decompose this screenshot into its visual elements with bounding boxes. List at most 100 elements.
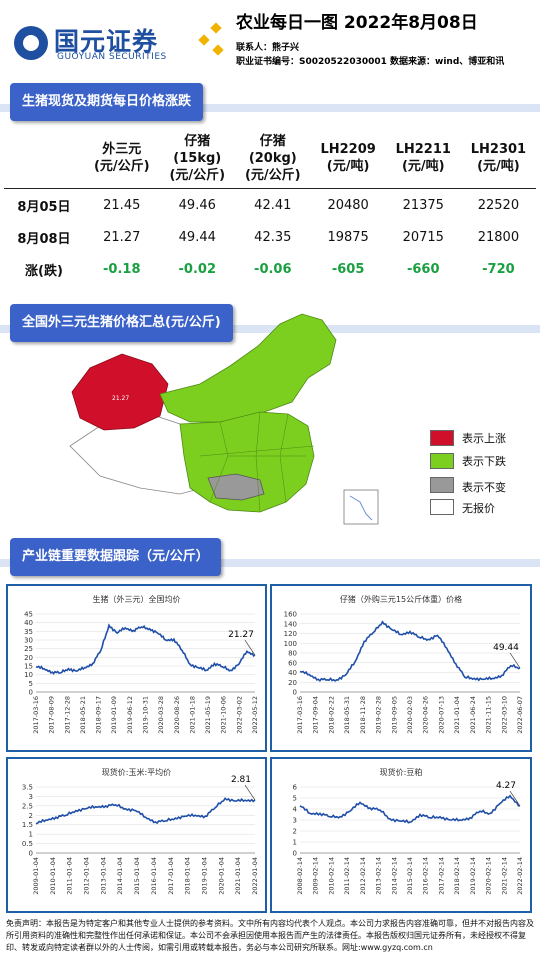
x-tick-label: 2019-06-12 (126, 696, 134, 734)
chart-corn-price: 现货价:玉米:平均价 0 0.51 1.52 2.533.5 2009-01-04 2010… (22, 767, 259, 895)
x-tick-label: 2020-08-26 (173, 696, 181, 734)
series-line (35, 623, 256, 675)
section-rule (0, 559, 540, 567)
change-cell: -0.06 (254, 261, 292, 277)
y-tick-label: 3.5 (22, 784, 33, 792)
section-rule (0, 104, 540, 112)
x-tick-label: 2021-02-14 (500, 857, 508, 895)
y-tick-label: 120 (284, 630, 297, 638)
col-header: LH2211 (元/吨) (385, 128, 461, 189)
chart-panel-piglet-price: 仔猪（外购三元15公斤体重）价格 0 20 40 60 80 100 120 140 160 201… (270, 584, 532, 752)
x-tick-label: 2021-06-24 (469, 696, 477, 734)
x-tick-label: 2017-03-16 (32, 696, 40, 734)
y-tick-label: 0 (29, 850, 33, 858)
col-header: 外三元 (元/公斤) (84, 128, 160, 189)
x-tick-label: 2009-02-14 (312, 857, 320, 895)
col-header: LH2209 (元/吨) (310, 128, 386, 189)
y-tick-label: 40 (288, 669, 297, 677)
x-tick-label: 2022-03-02 (235, 696, 243, 734)
map-inset-box (343, 489, 379, 525)
col-header: 仔猪 (20kg) (元/公斤) (235, 128, 311, 189)
x-tick-label: 2018-02-14 (453, 857, 461, 895)
logo-chinese: 国元证券 (54, 27, 159, 56)
x-tick-label: 2020-03-28 (157, 696, 165, 734)
col-header: LH2301 (元/吨) (460, 128, 536, 189)
y-tick-label: 1 (293, 839, 297, 847)
table-cell: 42.35 (254, 229, 292, 245)
change-cell: -605 (331, 261, 365, 277)
x-tick-label: 2021-11-15 (485, 696, 493, 734)
annotation-pointer (244, 639, 256, 656)
x-tick-label: 2018-11-28 (359, 696, 367, 734)
x-tick-label: 2017-03-16 (296, 696, 304, 734)
change-cell: -720 (482, 261, 515, 277)
annotation-label: 4.27 (496, 781, 516, 791)
legend-label-rise: 表示上涨 (462, 432, 506, 445)
row-label: 涨(跌) (25, 263, 63, 279)
x-tick-label: 2009-01-04 (32, 857, 40, 895)
x-tick-label: 2019-01-04 (200, 857, 208, 895)
x-tick-label: 2018-02-22 (327, 696, 335, 734)
table-cell: 21800 (477, 229, 520, 245)
table-cell: 20715 (402, 229, 444, 245)
x-tick-label: 2018-05-31 (343, 696, 351, 734)
section-rule (0, 325, 540, 333)
row-label: 8月08日 (17, 231, 71, 247)
col-header: 仔猪 (15kg) (元/公斤) (159, 128, 236, 189)
x-tick-label: 2019-09-05 (390, 696, 398, 734)
y-tick-label: 4 (293, 806, 298, 814)
x-tick-label: 2020-01-04 (217, 857, 225, 895)
y-tick-label: 60 (288, 659, 297, 667)
y-tick-label: 100 (284, 640, 297, 648)
annotation-pointer (509, 790, 521, 807)
x-tick-label: 2019-02-14 (469, 857, 477, 895)
x-tick-label: 2015-01-04 (133, 857, 141, 895)
logo-icon (14, 26, 48, 60)
y-tick-label: 10 (24, 671, 33, 679)
table-row: 涨(跌) -0.18 -0.02 -0.06 -605 -660 -720 (4, 253, 536, 285)
y-tick-label: 5 (293, 795, 297, 803)
x-tick-label: 2010-01-04 (49, 857, 57, 895)
annotation-pointer (244, 784, 256, 801)
legend-swatch-no-quote (430, 499, 454, 515)
y-tick-label: 1 (29, 831, 33, 839)
x-tick-label: 2017-09-04 (312, 696, 320, 734)
chart-panel-hog-price: 生猪（外三元）全国均价 0 5 10 15 20 25 30 35 40 45 2017-03-16 2… (6, 584, 267, 752)
x-tick-label: 2017-02-14 (437, 857, 445, 895)
x-tick-label: 2022-01-04 (251, 857, 259, 895)
legend-label-no-quote: 无报价 (462, 502, 495, 515)
x-tick-label: 2017-08-09 (48, 696, 56, 734)
contact-line: 联系人：熊子兴 (236, 43, 300, 53)
legend-swatch-unchanged (430, 477, 454, 493)
y-tick-label: 20 (24, 654, 33, 662)
y-tick-label: 2 (29, 812, 33, 820)
footer-disclaimer: 免责声明：本报告是为特定客户和其他专业人士提供的参考资料。文中所有内容均代表个人… (6, 919, 534, 952)
table-cell: 19875 (327, 229, 369, 245)
y-tick-label: 20 (288, 679, 297, 687)
y-tick-label: 45 (24, 611, 33, 619)
x-tick-label: 2012-02-14 (359, 857, 367, 895)
chart-title: 现货价:玉米:平均价 (102, 767, 171, 777)
y-tick-label: 0.5 (22, 840, 33, 848)
change-cell: -0.02 (178, 261, 217, 277)
section1-title: 生猪现货及期货每日价格涨跌 (10, 83, 204, 121)
decor-diamond-icon (212, 44, 224, 56)
x-tick-label: 2011-02-14 (343, 857, 351, 895)
x-tick-label: 2011-01-04 (66, 857, 74, 895)
y-tick-label: 1.5 (22, 821, 33, 829)
x-tick-label: 2013-02-14 (375, 857, 383, 895)
y-tick-label: 80 (288, 650, 297, 658)
page-title: 农业每日一图 2022年8月08日 (236, 13, 478, 33)
table-cell: 21.27 (103, 229, 141, 245)
y-tick-label: 3 (293, 817, 297, 825)
change-cell: -660 (406, 261, 440, 277)
x-tick-label: 2020-07-13 (437, 696, 445, 734)
y-tick-label: 140 (284, 620, 297, 628)
y-tick-label: 35 (24, 628, 33, 636)
series-line (299, 794, 521, 824)
map-value-label: 21.27 (112, 395, 129, 402)
x-tick-label: 2021-01-18 (188, 696, 196, 734)
x-tick-label: 2021-10-06 (220, 696, 228, 734)
y-tick-label: 40 (24, 619, 33, 627)
legend-label-unchanged: 表示不变 (462, 481, 506, 494)
